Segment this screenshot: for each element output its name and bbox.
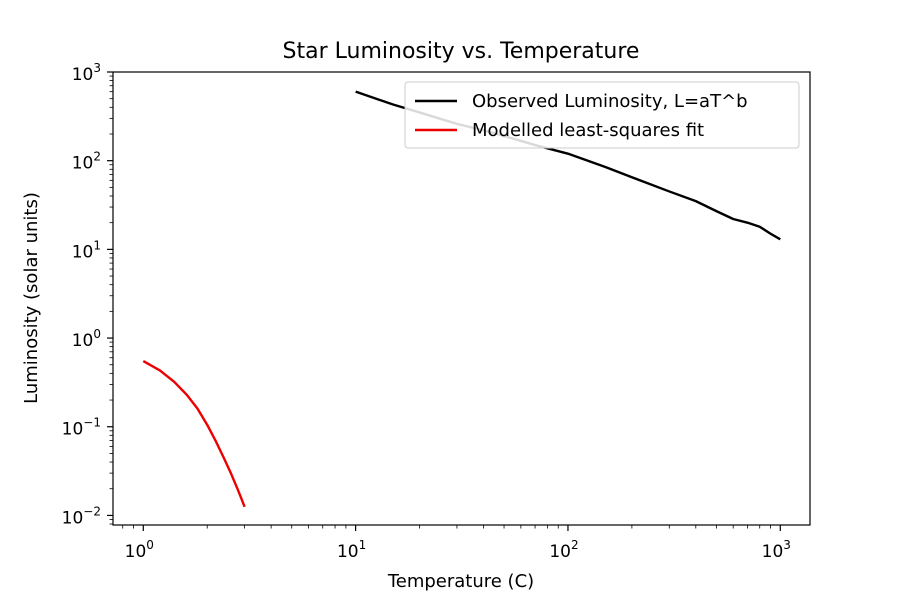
y-tick-label-1-base: 10: [62, 420, 84, 440]
x-axis-label: Temperature (C): [387, 571, 534, 592]
y-tick-label-2: 100: [72, 327, 101, 351]
y-tick-label-3-base: 10: [72, 242, 94, 262]
legend: Observed Luminosity, L=aT^b Modelled leas…: [404, 81, 800, 149]
y-tick-label-3: 101: [72, 238, 101, 262]
y-tick-label-0-exponent: −2: [83, 504, 101, 518]
y-tick-label-5: 103: [72, 61, 101, 85]
x-tick-label-2-base: 10: [549, 542, 571, 562]
y-axis-label: Luminosity (solar units): [21, 192, 42, 404]
plot-lines: [142, 90, 781, 508]
legend-label-1: Modelled least-squares fit: [472, 120, 704, 141]
plot-frame: [112, 71, 811, 526]
y-tick-label-5-exponent: 3: [93, 61, 101, 75]
x-tick-label-1-base: 10: [337, 542, 359, 562]
x-tick-label-1-exponent: 1: [359, 538, 367, 552]
x-axis: 100 101 102 103: [122, 525, 791, 562]
x-tick-label-2-exponent: 2: [571, 538, 579, 552]
y-tick-label-4: 102: [72, 150, 101, 174]
x-tick-label-2: 102: [549, 538, 578, 562]
y-tick-label-1-exponent: −1: [83, 416, 101, 430]
series-line-1: [142, 360, 246, 508]
y-tick-label-5-base: 10: [72, 65, 94, 85]
legend-box: [404, 81, 800, 149]
x-tick-label-0-base: 10: [125, 542, 147, 562]
y-tick-label-0: 10−2: [62, 504, 101, 528]
x-tick-label-0-exponent: 0: [146, 538, 154, 552]
y-tick-label-2-exponent: 0: [93, 327, 101, 341]
y-tick-label-3-exponent: 1: [93, 238, 101, 252]
x-tick-label-3-exponent: 3: [783, 538, 791, 552]
legend-label-0: Observed Luminosity, L=aT^b: [472, 91, 748, 112]
y-tick-label-4-base: 10: [72, 154, 94, 174]
x-tick-label-1: 101: [337, 538, 366, 562]
x-tick-label-3: 103: [762, 538, 791, 562]
x-tick-label-3-base: 10: [762, 542, 784, 562]
y-tick-label-1: 10−1: [62, 416, 101, 440]
y-tick-label-2-base: 10: [72, 331, 94, 351]
y-tick-label-0-base: 10: [62, 508, 84, 528]
x-tick-label-0: 100: [125, 538, 154, 562]
chart-title: Star Luminosity vs. Temperature: [283, 39, 640, 64]
y-tick-label-4-exponent: 2: [93, 150, 101, 164]
